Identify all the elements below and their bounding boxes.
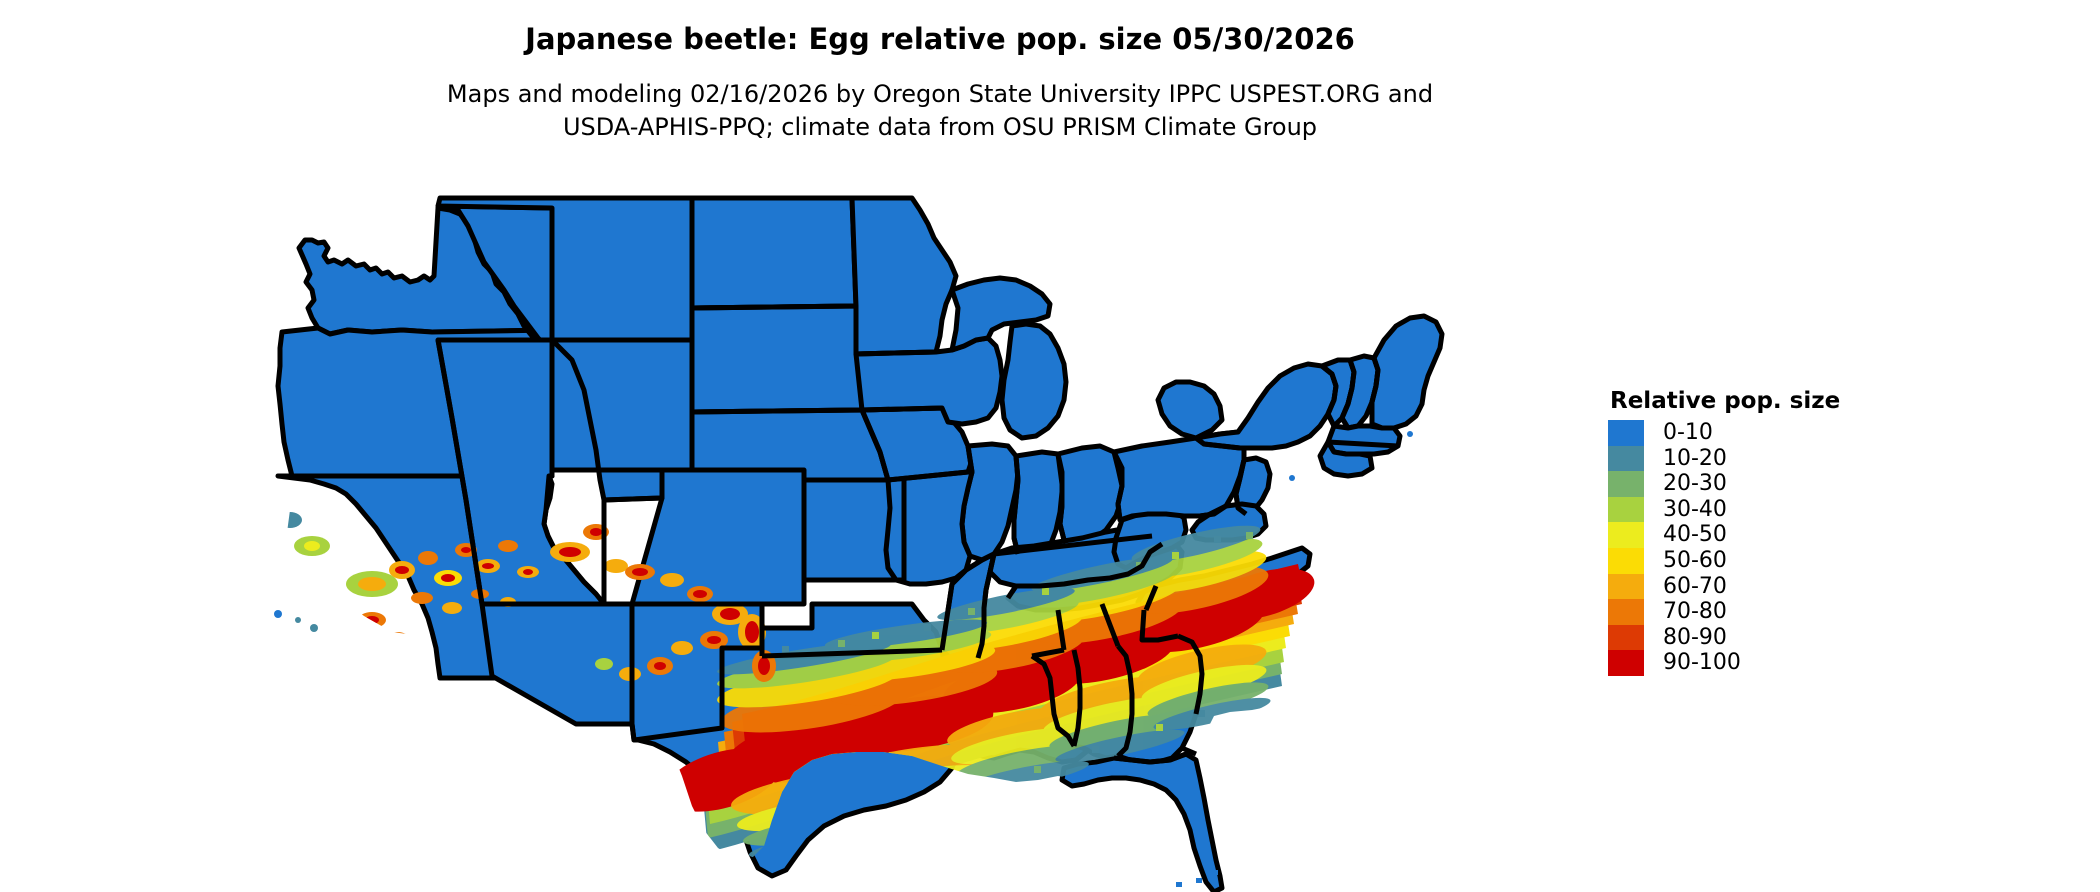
legend-color-swatch <box>1608 547 1644 574</box>
legend-label: 10-20 <box>1663 445 1727 471</box>
southwest-hotspots <box>278 512 776 687</box>
offshore-details <box>274 431 1413 887</box>
legend-color-swatch <box>1608 624 1644 651</box>
risk-belt-overlay <box>663 525 1315 863</box>
legend-color-swatch <box>1608 445 1644 472</box>
legend-color-swatch <box>1608 650 1644 676</box>
legend-color-swatch <box>1608 599 1644 625</box>
legend-row: 90-100 <box>1608 650 1908 676</box>
legend-label: 0-10 <box>1663 420 1713 445</box>
legend-row: 10-20 <box>1608 445 1908 472</box>
legend-label: 50-60 <box>1663 547 1727 573</box>
legend-row: 40-50 <box>1608 522 1908 548</box>
arizona-hotspots <box>550 524 776 682</box>
subtitle-line-2: USDA-APHIS-PPQ; climate data from OSU PR… <box>562 113 1318 141</box>
legend-row: 80-90 <box>1608 624 1908 651</box>
subtitle-line-1: Maps and modeling 02/16/2026 by Oregon S… <box>446 80 1434 108</box>
legend-row: 20-30 <box>1608 471 1908 497</box>
legend-items: 0-10 10-20 20-30 30-40 40-50 50-60 60-70 70-80 8… <box>1608 420 1908 676</box>
legend-color-swatch <box>1608 471 1644 497</box>
legend-row: 60-70 <box>1608 573 1908 600</box>
us-choropleth-map <box>252 180 1592 892</box>
legend-color-swatch <box>1608 522 1644 548</box>
legend-color-swatch <box>1608 420 1644 446</box>
legend-title: Relative pop. size <box>1610 388 1841 414</box>
page-title: Japanese beetle: Egg relative pop. size … <box>525 22 1355 56</box>
legend-label: 70-80 <box>1663 599 1727 625</box>
map-svg <box>274 195 1445 892</box>
legend-label: 30-40 <box>1663 496 1727 522</box>
page-subtitle: Maps and modeling 02/16/2026 by Oregon S… <box>0 78 1880 144</box>
legend-color-swatch <box>1608 573 1644 600</box>
legend-row: 70-80 <box>1608 599 1908 625</box>
legend-label: 90-100 <box>1663 650 1741 676</box>
legend-label: 60-70 <box>1663 573 1727 599</box>
map-legend: Relative pop. size 0-10 10-20 20-30 30-40 40… <box>1608 388 1908 676</box>
legend-row: 30-40 <box>1608 496 1908 523</box>
legend-row: 50-60 <box>1608 547 1908 574</box>
state-borders <box>435 198 1399 765</box>
map-landmass <box>275 195 1445 892</box>
legend-label: 20-30 <box>1663 471 1727 497</box>
legend-label: 40-50 <box>1663 522 1727 548</box>
legend-color-swatch <box>1608 496 1644 523</box>
legend-row: 0-10 <box>1608 420 1908 446</box>
legend-label: 80-90 <box>1663 624 1727 650</box>
